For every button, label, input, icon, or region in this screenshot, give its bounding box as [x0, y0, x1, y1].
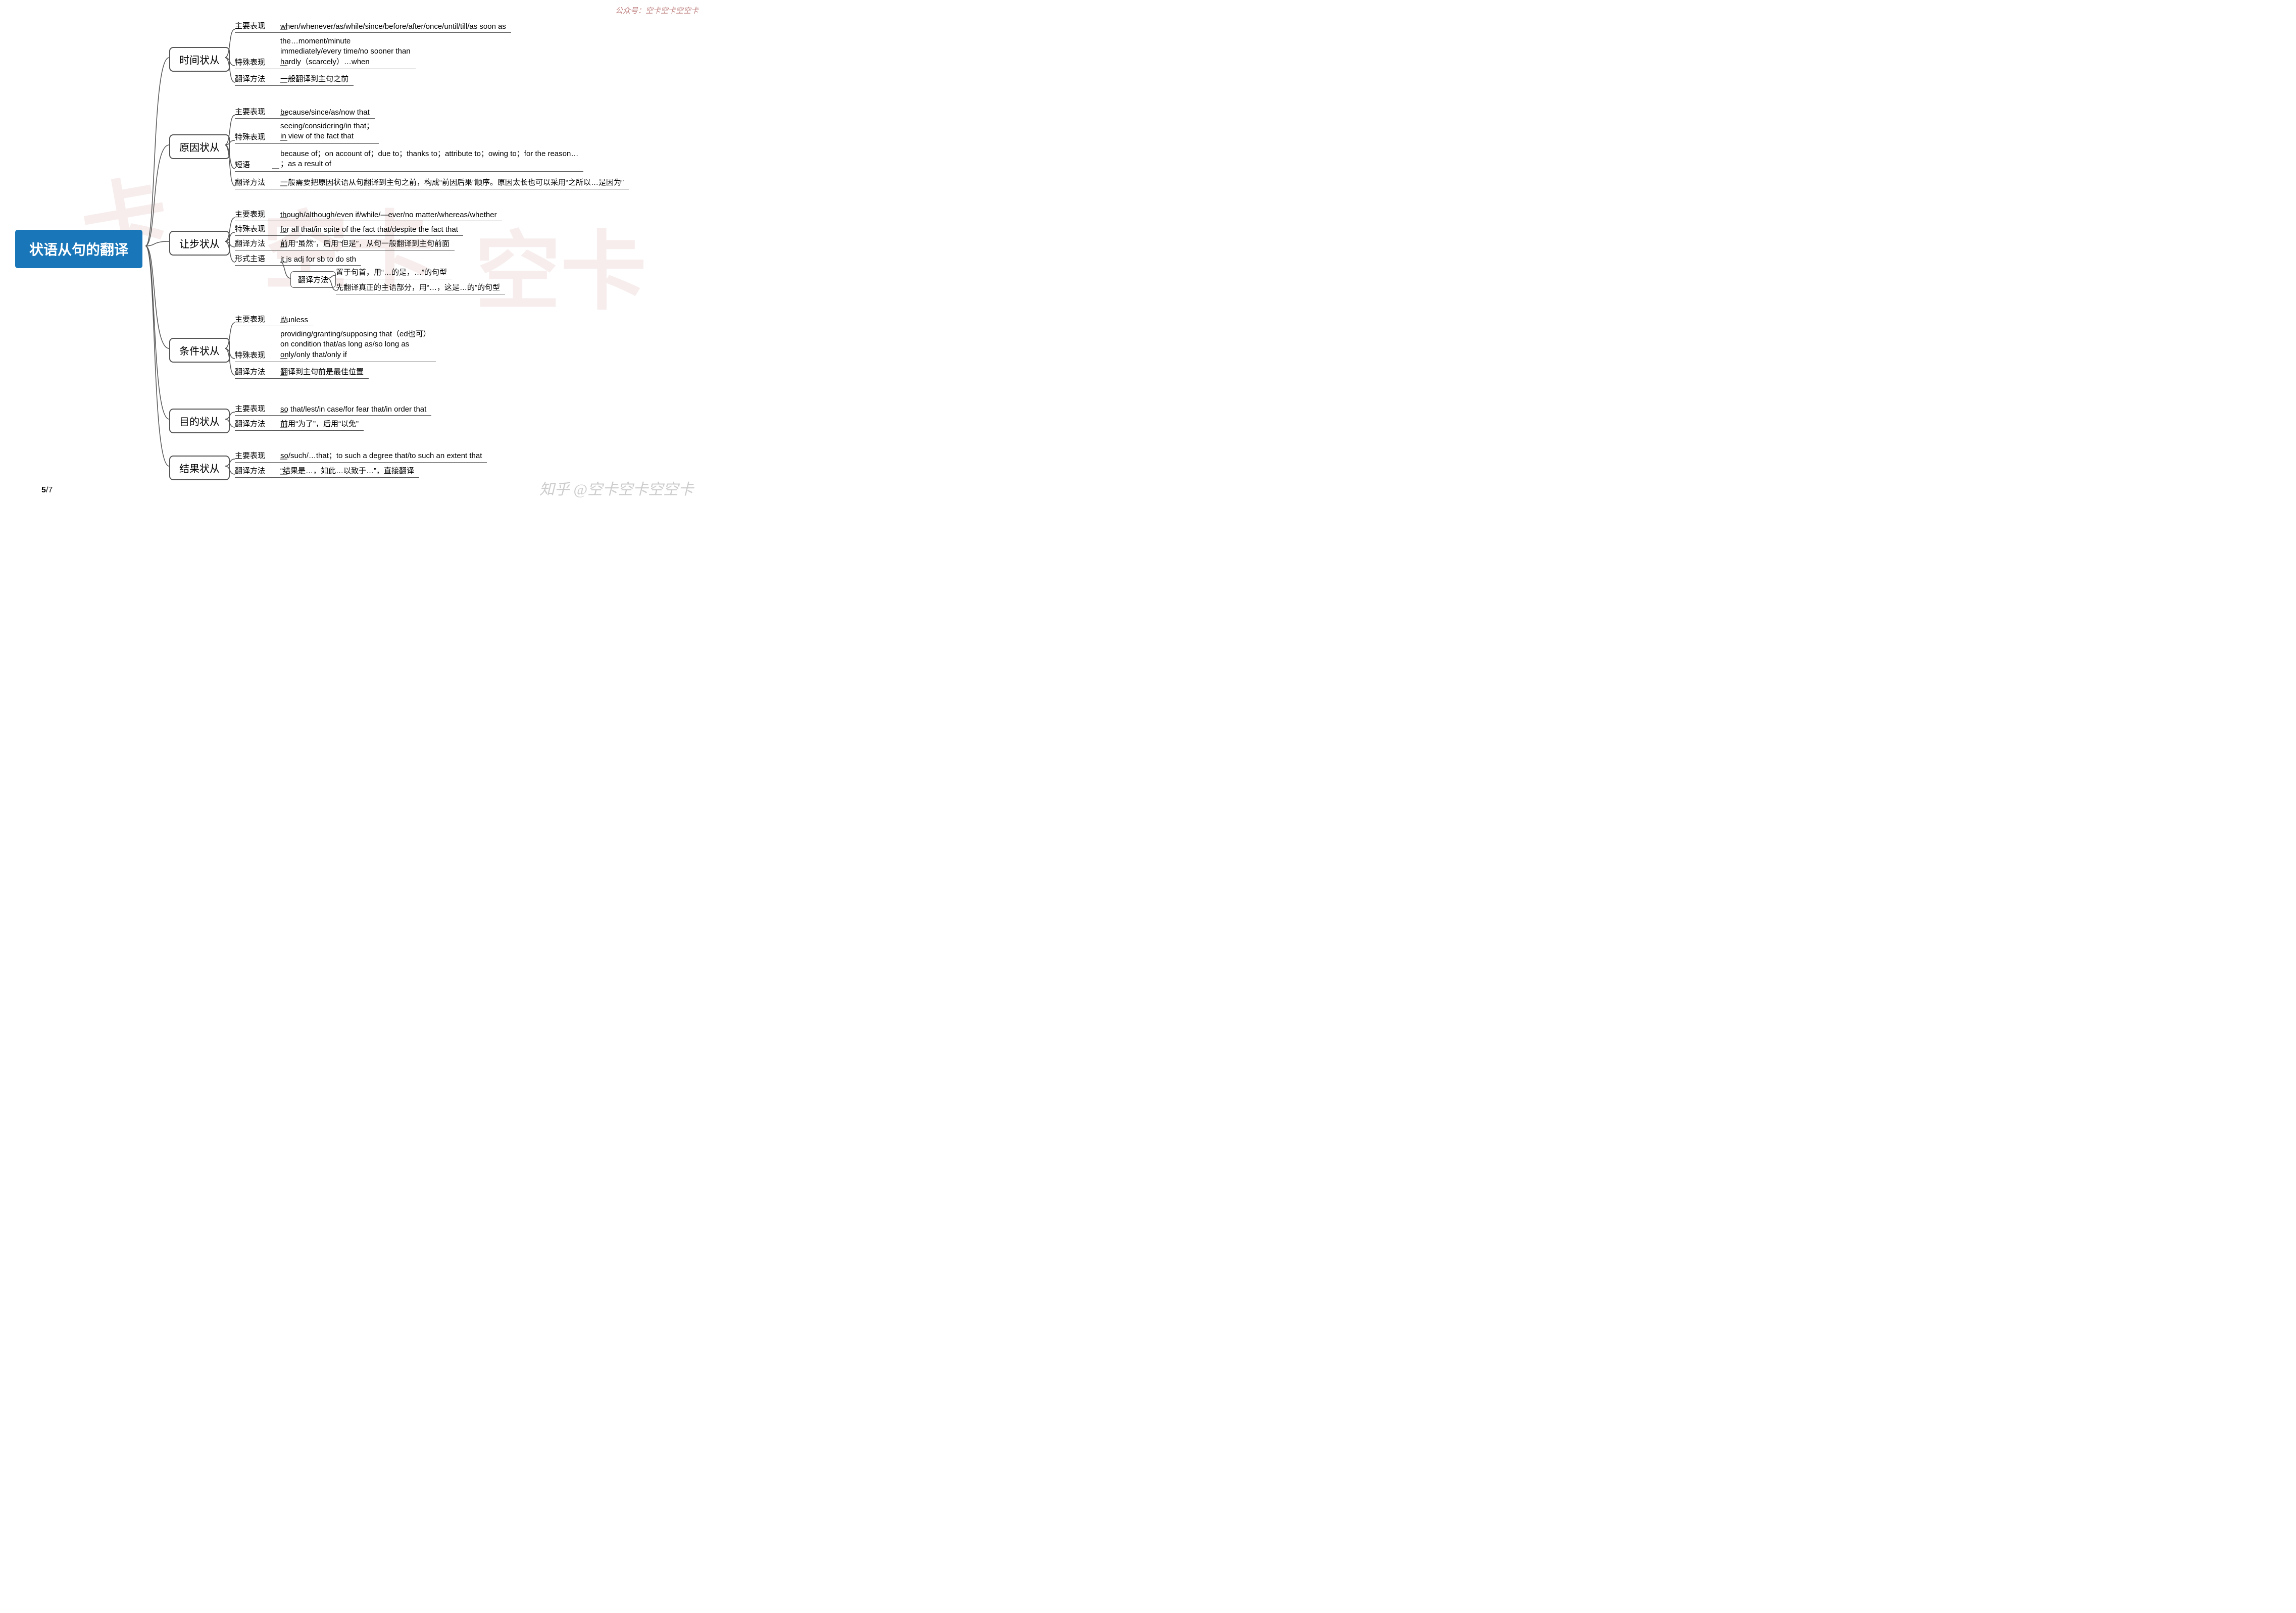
- row: 特殊表现providing/granting/supposing that（ed…: [235, 329, 436, 362]
- row: 主要表现because/since/as/now that: [235, 106, 375, 119]
- root-node: 状语从句的翻译: [15, 230, 142, 268]
- row: 主要表现so that/lest/in case/for fear that/i…: [235, 403, 431, 416]
- row: 置于句首，用“…的是，…”的句型: [336, 267, 452, 279]
- branch-result: 结果状从: [169, 456, 230, 480]
- page-number: 5/7: [41, 486, 53, 495]
- row: 主要表现when/whenever/as/while/since/before/…: [235, 20, 511, 33]
- row: 特殊表现for all that/in spite of the fact th…: [235, 223, 463, 236]
- footer-credit: 知乎 @空卡空卡空空卡: [539, 477, 693, 499]
- branch-time: 时间状从: [169, 47, 230, 72]
- row: 主要表现if/unless: [235, 314, 313, 326]
- branch-reason: 原因状从: [169, 134, 230, 159]
- row: 翻译方法前用“为了”，后用“以免”: [235, 418, 364, 431]
- row: 翻译方法翻译到主句前是最佳位置: [235, 366, 369, 379]
- row: 翻译方法“结果是…，如此…以致于…”，直接翻译: [235, 465, 419, 478]
- row: 主要表现though/although/even if/while/—ever/…: [235, 209, 502, 221]
- row: 特殊表现seeing/considering/in that；in view o…: [235, 121, 379, 144]
- row: 主要表现so/such/…that；to such a degree that/…: [235, 450, 487, 463]
- sub-node-translation: 翻译方法: [290, 271, 336, 288]
- row: 翻译方法前用“虽然”，后用“但是”，从句一般翻译到主句前面: [235, 238, 455, 250]
- row: 翻译方法一般翻译到主句之前: [235, 73, 354, 86]
- branch-concession: 让步状从: [169, 231, 230, 256]
- row: 先翻译真正的主语部分，用“…，这是…的”的句型: [336, 282, 505, 294]
- header-credit: 公众号：空卡空卡空空卡: [615, 5, 698, 16]
- branch-purpose: 目的状从: [169, 409, 230, 433]
- branch-condition: 条件状从: [169, 338, 230, 363]
- row: 形式主语it is adj for sb to do sth: [235, 253, 361, 266]
- row: 短语because of；on account of；due to；thanks…: [235, 149, 583, 172]
- row: 特殊表现the…moment/minuteimmediately/every t…: [235, 36, 416, 69]
- row: 翻译方法一般需要把原因状语从句翻译到主句之前，构成“前因后果”顺序。原因太长也可…: [235, 177, 629, 189]
